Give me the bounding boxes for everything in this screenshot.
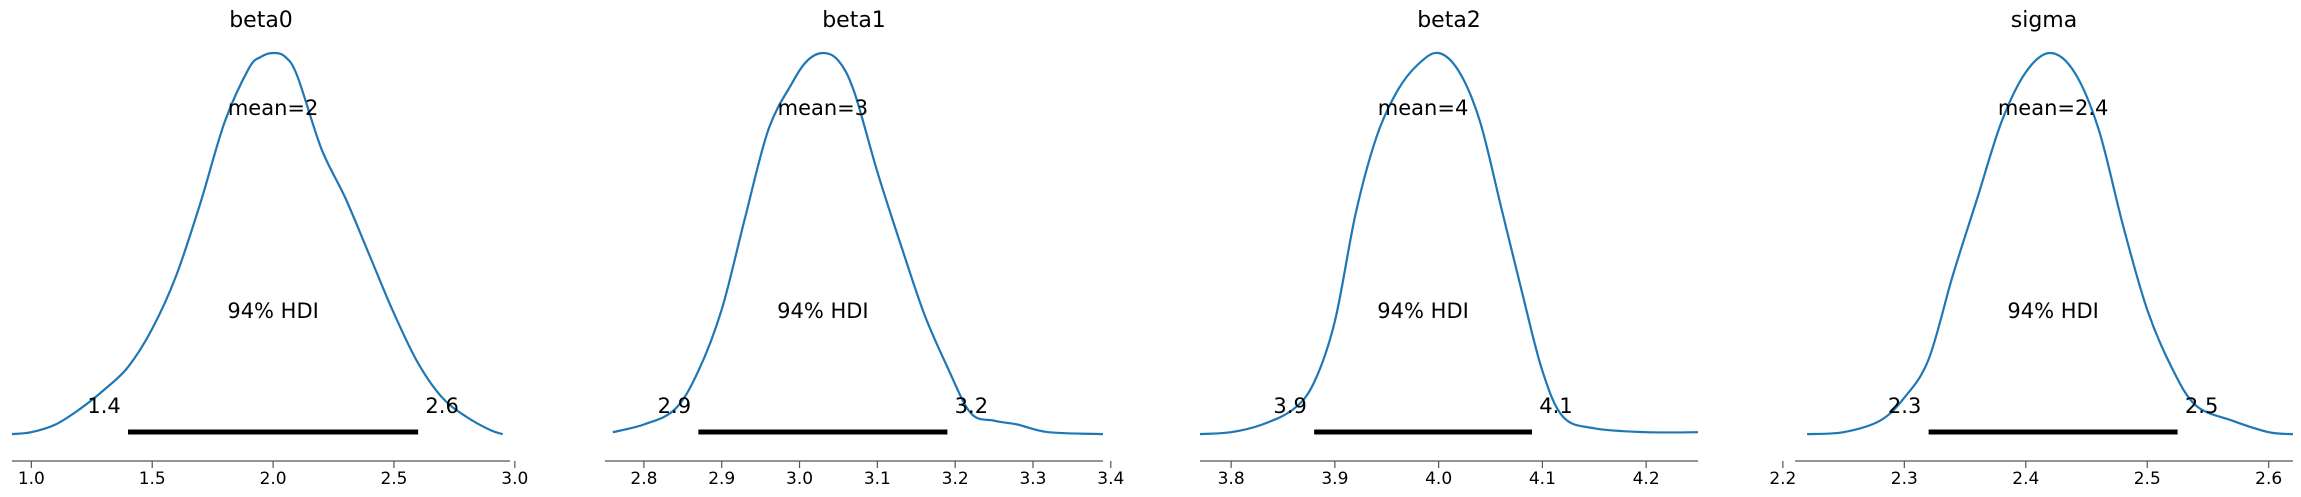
- hdi-high-label: 3.2: [955, 394, 988, 418]
- hdi-low-label: 2.3: [1888, 394, 1921, 418]
- chart-title: beta0: [229, 8, 293, 33]
- x-tick-label: 1.0: [18, 469, 45, 489]
- x-tick-label: 3.4: [1097, 469, 1124, 489]
- chart-title: sigma: [2011, 8, 2077, 33]
- x-tick-label: 2.0: [260, 469, 287, 489]
- x-tick-label: 4.1: [1529, 469, 1556, 489]
- x-tick-label: 2.5: [380, 469, 407, 489]
- mean-label: mean=2.4: [1998, 96, 2109, 120]
- x-tick-label: 2.3: [1891, 469, 1918, 489]
- mean-label: mean=3: [778, 96, 869, 120]
- x-tick-label: 2.8: [630, 469, 657, 489]
- density-line: [1199, 51, 1699, 436]
- density-line: [1807, 51, 2294, 436]
- density-line: [11, 51, 504, 436]
- x-tick-label: 3.0: [501, 469, 528, 489]
- mean-label: mean=2: [228, 96, 319, 120]
- x-tick-label: 3.9: [1321, 469, 1348, 489]
- hdi-high-label: 4.1: [1539, 394, 1572, 418]
- chart-title: beta2: [1417, 8, 1481, 33]
- x-tick-label: 1.5: [139, 469, 166, 489]
- x-tick-label: 2.5: [2134, 469, 2161, 489]
- hdi-low-label: 2.9: [658, 394, 691, 418]
- hdi-high-label: 2.6: [425, 394, 458, 418]
- x-tick-label: 2.6: [2255, 469, 2282, 489]
- x-tick-label: 3.3: [1019, 469, 1046, 489]
- hdi-high-label: 2.5: [2185, 394, 2218, 418]
- panel-beta1: 2.8 2.9 3.0 3.1 3.2 3.3 3.4 beta1 mean=3 94% HDI 2…: [605, 8, 1124, 489]
- x-tick-label: 2.4: [2012, 469, 2039, 489]
- x-tick-label: 3.2: [942, 469, 969, 489]
- panel-beta2: 3.8 3.9 4.0 4.1 4.2 beta2 mean=4 94% HDI 3.9 4.1: [1199, 8, 1699, 489]
- hdi-low-label: 3.9: [1273, 394, 1306, 418]
- hdi-label: 94% HDI: [777, 299, 869, 323]
- hdi-label: 94% HDI: [227, 299, 319, 323]
- x-tick-label: 3.0: [786, 469, 813, 489]
- hdi-label: 94% HDI: [2007, 299, 2099, 323]
- panel-sigma: 2.2 2.3 2.4 2.5 2.6 sigma mean=2.4 94% HDI 2.3 2.…: [1769, 8, 2294, 489]
- x-tick-label: 4.0: [1425, 469, 1452, 489]
- x-tick-label: 2.9: [708, 469, 735, 489]
- x-tick-label: 3.1: [864, 469, 891, 489]
- x-tick-label: 4.2: [1633, 469, 1660, 489]
- x-tick-label: 2.2: [1769, 469, 1796, 489]
- chart-title: beta1: [822, 8, 886, 33]
- hdi-label: 94% HDI: [1377, 299, 1469, 323]
- density-line: [612, 51, 1104, 436]
- panel-beta0: 1.0 1.5 2.0 2.5 3.0 beta0 mean=2 94% HDI 1.4 2.6: [11, 8, 528, 489]
- mean-label: mean=4: [1378, 96, 1469, 120]
- x-tick-label: 3.8: [1218, 469, 1245, 489]
- hdi-low-label: 1.4: [87, 394, 120, 418]
